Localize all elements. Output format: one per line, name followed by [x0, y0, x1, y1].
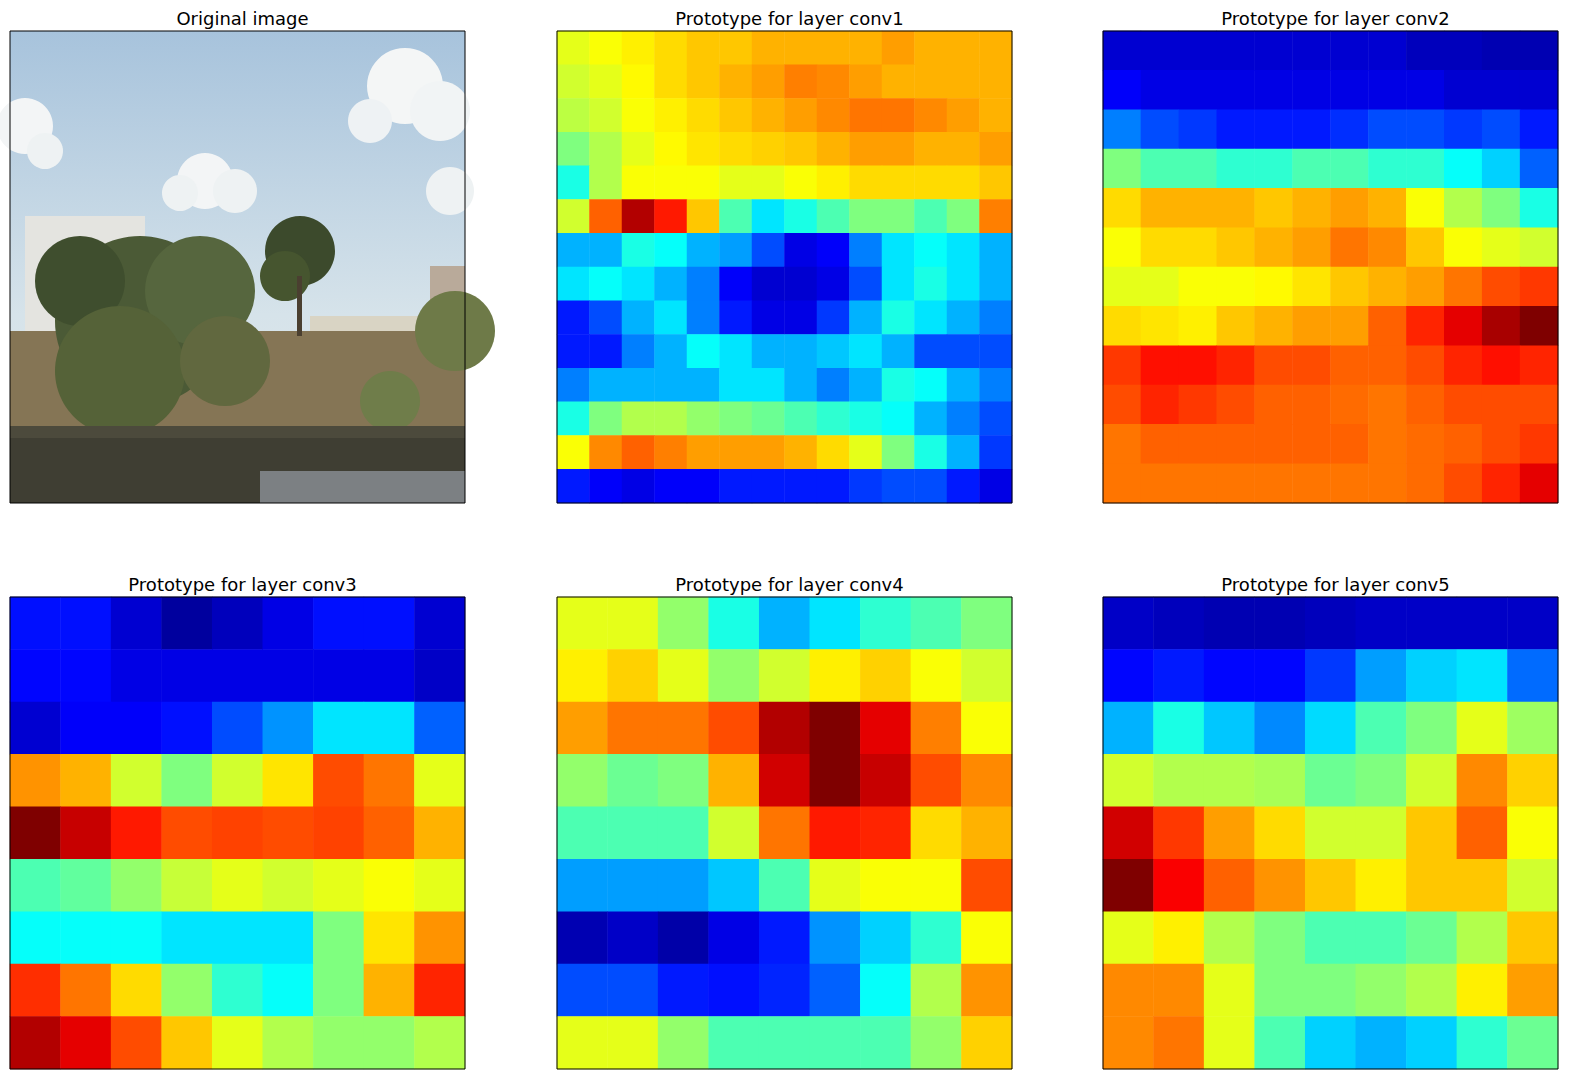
svg-text:Prototype for layer conv4: Prototype for layer conv4	[675, 574, 903, 595]
svg-text:Original image: Original image	[176, 8, 308, 29]
svg-text:Prototype for layer conv3: Prototype for layer conv3	[128, 574, 356, 595]
svg-text:Prototype for layer conv2: Prototype for layer conv2	[1221, 8, 1449, 29]
svg-text:Prototype for layer conv5: Prototype for layer conv5	[1221, 574, 1449, 595]
svg-text:Prototype for layer conv1: Prototype for layer conv1	[675, 8, 903, 29]
